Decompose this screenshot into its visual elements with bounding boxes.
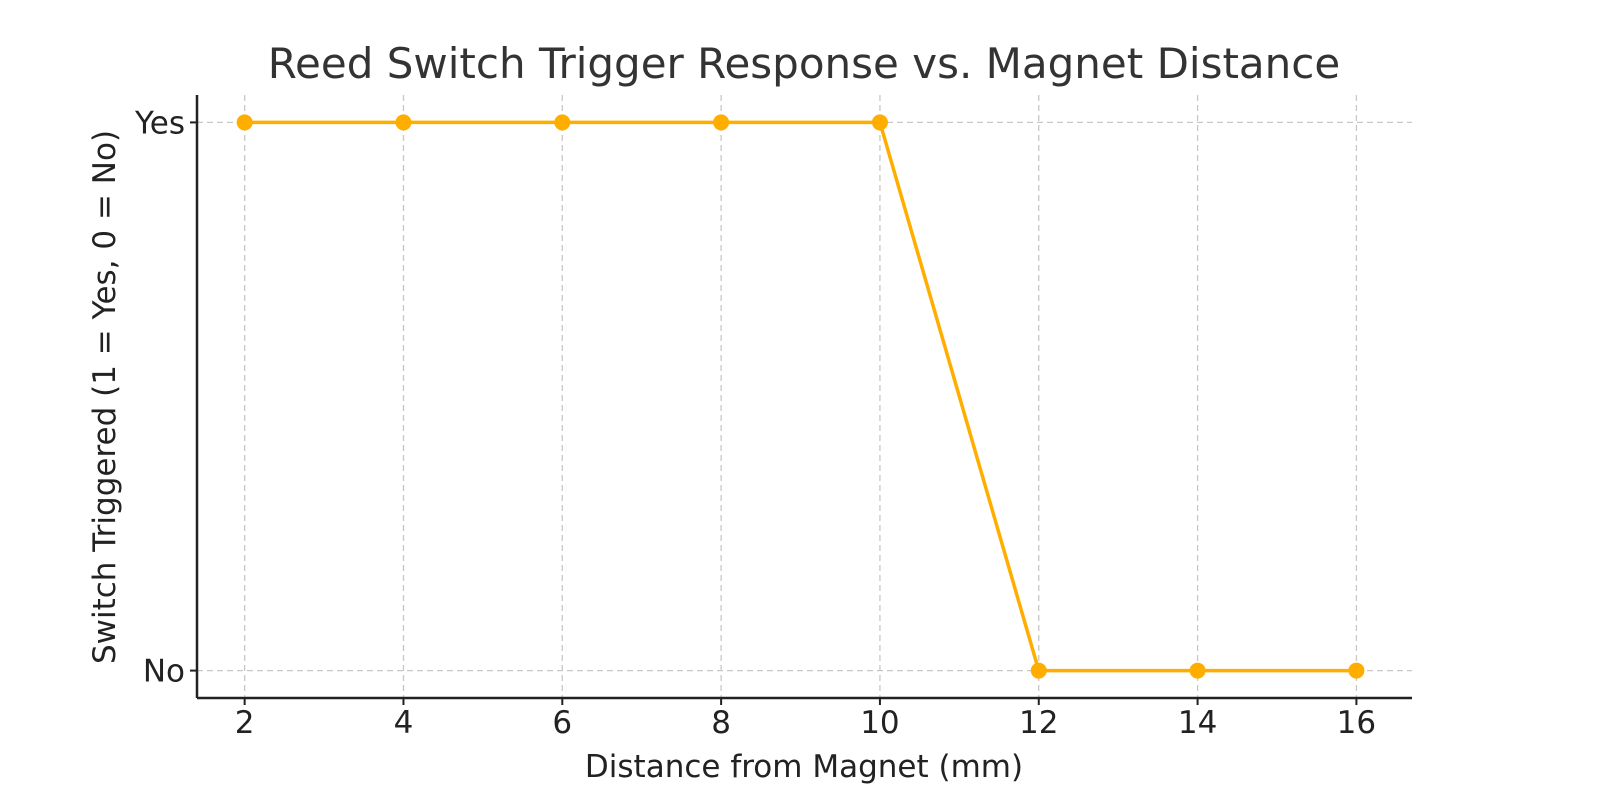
chart-title: Reed Switch Trigger Response vs. Magnet … [268, 39, 1340, 88]
y-tick-label: Yes [134, 105, 185, 141]
data-point [236, 114, 253, 131]
data-point [713, 114, 730, 131]
x-tick-label: 4 [394, 705, 414, 741]
grid-lines [197, 95, 1412, 698]
series-line [236, 114, 1365, 679]
data-point [871, 114, 888, 131]
y-tick-label: No [143, 654, 185, 690]
axes [195, 95, 1412, 700]
ticks: 2 4 6 8 10 12 14 16 No Yes [134, 105, 1376, 741]
data-point [1030, 662, 1047, 679]
x-tick-label: 8 [711, 705, 731, 741]
x-tick-label: 16 [1337, 705, 1376, 741]
series-polyline [244, 120, 1357, 673]
x-tick-label: 10 [860, 705, 899, 741]
data-point [1189, 662, 1206, 679]
x-tick-label: 2 [235, 705, 255, 741]
x-tick-label: 6 [552, 705, 572, 741]
x-axis-label: Distance from Magnet (mm) [585, 749, 1023, 785]
x-tick-label: 12 [1019, 705, 1058, 741]
data-point [395, 114, 412, 131]
y-axis-label: Switch Triggered (1 = Yes, 0 = No) [87, 130, 123, 664]
data-point [1348, 662, 1365, 679]
x-tick-label: 14 [1178, 705, 1217, 741]
data-point [554, 114, 571, 131]
